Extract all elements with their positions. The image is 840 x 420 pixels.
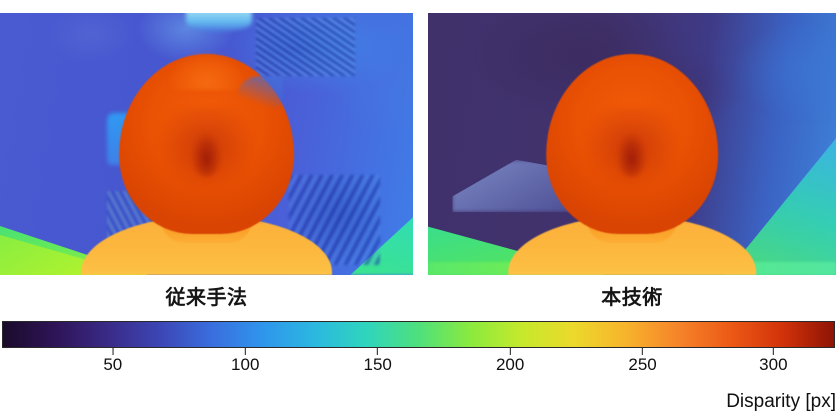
head-artifact-bump <box>168 50 245 91</box>
colorbar-tick-mark <box>244 348 246 355</box>
colorbar-tick-label: 250 <box>628 355 657 374</box>
colorbar-tick-label: 300 <box>759 355 788 374</box>
depthmap-panel-conventional <box>0 13 413 275</box>
colorbar-tick-mark <box>112 348 114 355</box>
nose-region <box>190 133 223 177</box>
head-artifact-notch <box>237 75 284 112</box>
colorbar-tick-mark <box>509 348 511 355</box>
colorbar-axis-title: Disparity [px] <box>726 391 836 412</box>
noise-artifact-region <box>256 18 356 76</box>
depthmap-panel-proposed <box>428 13 836 275</box>
depthmap-image-proposed <box>428 13 836 275</box>
colorbar-ticks: 50 100 150 200 250 300 <box>2 348 835 382</box>
ceiling-highlight <box>185 13 252 32</box>
head <box>119 50 294 235</box>
nose-region <box>616 133 648 177</box>
colorbar: 50 100 150 200 250 300 <box>2 321 835 382</box>
colorbar-tick-label: 100 <box>231 355 260 374</box>
depthmap-image-conventional <box>0 13 413 275</box>
colorbar-tick: 100 <box>231 348 259 374</box>
colorbar-gradient <box>2 321 835 348</box>
colorbar-tick: 250 <box>628 348 657 374</box>
person-silhouette <box>81 50 332 275</box>
colorbar-tick: 300 <box>759 348 788 374</box>
colorbar-tick: 200 <box>496 348 524 374</box>
colorbar-tick-mark <box>377 348 379 355</box>
panel-caption-conventional: 従来手法 <box>165 287 248 309</box>
panel-caption-proposed: 本技術 <box>601 287 663 309</box>
head <box>545 54 719 235</box>
colorbar-tick-label: 200 <box>495 355 525 374</box>
colorbar-tick-label: 150 <box>363 355 392 374</box>
colorbar-tick: 50 <box>103 348 122 374</box>
colorbar-tick-mark <box>772 348 774 355</box>
colorbar-tick-label: 50 <box>103 355 123 374</box>
colorbar-tick-mark <box>642 348 644 355</box>
colorbar-tick: 150 <box>363 348 392 374</box>
person-silhouette <box>508 50 756 275</box>
